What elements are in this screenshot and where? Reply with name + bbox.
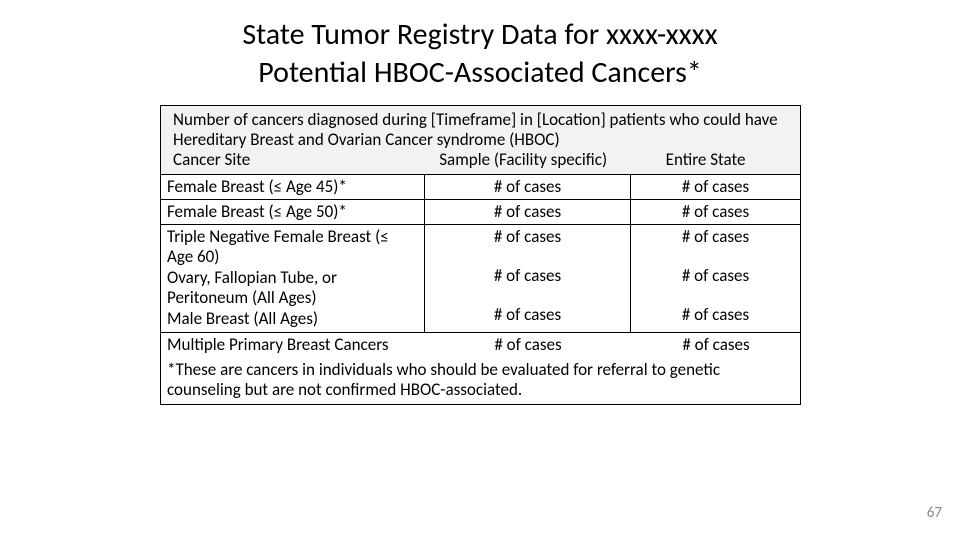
footnote: *These are cancers in individuals who sh… xyxy=(161,358,800,404)
cell-sample: # of cases xyxy=(425,200,631,225)
title-line-1: State Tumor Registry Data for xxxx-xxxx xyxy=(242,16,717,53)
page-number: 67 xyxy=(927,504,942,522)
cell-state: # of cases xyxy=(631,175,801,200)
cell-state-grouped: # of cases # of cases # of cases xyxy=(631,225,801,333)
header-description: Number of cancers diagnosed during [Time… xyxy=(173,109,778,150)
cell-site-grouped: Triple Negative Female Breast (≤ Age 60)… xyxy=(161,225,425,333)
title-line-2: Potential HBOC-Associated Cancers* xyxy=(258,54,702,91)
num-line: # of cases xyxy=(431,227,624,248)
table-row-last: Multiple Primary Breast Cancers # of cas… xyxy=(161,333,801,404)
table-header-row: Number of cancers diagnosed during [Time… xyxy=(161,106,801,175)
slide: State Tumor Registry Data for xxxx-xxxx … xyxy=(0,0,960,540)
table-row-grouped: Triple Negative Female Breast (≤ Age 60)… xyxy=(161,225,801,333)
col-header-site: Cancer Site xyxy=(173,150,423,170)
data-table-wrap: Number of cancers diagnosed during [Time… xyxy=(160,105,800,405)
cell-state: # of cases xyxy=(631,200,801,225)
num-line: # of cases xyxy=(637,227,794,248)
column-headers: Cancer Site Sample (Facility specific) E… xyxy=(173,150,788,170)
cell-sample: # of cases xyxy=(425,175,631,200)
table-row: Female Breast (≤ Age 50)* # of cases # o… xyxy=(161,200,801,225)
table-header-cell: Number of cancers diagnosed during [Time… xyxy=(161,106,801,175)
num-line: # of cases xyxy=(431,248,624,287)
cell-site: Female Breast (≤ Age 45)* xyxy=(161,175,425,200)
site-line: Triple Negative Female Breast (≤ Age 60) xyxy=(167,227,418,268)
cell-sample: # of cases xyxy=(425,333,631,357)
table-row: Female Breast (≤ Age 45)* # of cases # o… xyxy=(161,175,801,200)
cell-sample-grouped: # of cases # of cases # of cases xyxy=(425,225,631,333)
num-line: # of cases xyxy=(637,248,794,287)
col-header-state: Entire State xyxy=(623,150,788,170)
cell-site: Multiple Primary Breast Cancers xyxy=(161,333,425,357)
slide-title: State Tumor Registry Data for xxxx-xxxx … xyxy=(130,16,830,91)
cell-site: Female Breast (≤ Age 50)* xyxy=(161,200,425,225)
cell-last-combined: Multiple Primary Breast Cancers # of cas… xyxy=(161,333,801,404)
num-line: # of cases xyxy=(637,287,794,326)
num-line: # of cases xyxy=(431,287,624,326)
site-line: Male Breast (All Ages) xyxy=(167,309,418,330)
col-header-sample: Sample (Facility specific) xyxy=(423,150,623,170)
site-line: Ovary, Fallopian Tube, or Peritoneum (Al… xyxy=(167,268,418,309)
cell-state: # of cases xyxy=(631,333,801,357)
data-table: Number of cancers diagnosed during [Time… xyxy=(160,105,801,405)
